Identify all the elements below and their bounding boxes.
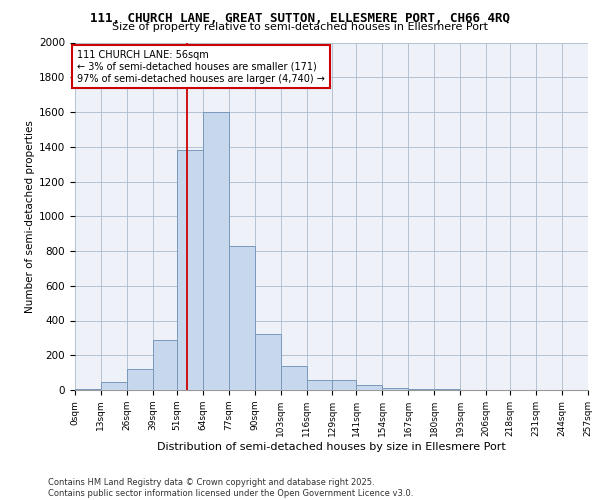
X-axis label: Distribution of semi-detached houses by size in Ellesmere Port: Distribution of semi-detached houses by … bbox=[157, 442, 506, 452]
Bar bbox=[177, 150, 203, 390]
Bar bbox=[101, 382, 127, 390]
Bar bbox=[281, 366, 307, 390]
Text: Contains HM Land Registry data © Crown copyright and database right 2025.
Contai: Contains HM Land Registry data © Crown c… bbox=[48, 478, 413, 498]
Bar bbox=[127, 369, 153, 390]
Bar bbox=[409, 389, 434, 390]
Bar bbox=[332, 380, 356, 390]
Bar bbox=[153, 340, 177, 390]
Bar bbox=[307, 380, 332, 390]
Bar bbox=[356, 385, 382, 390]
Text: 111, CHURCH LANE, GREAT SUTTON, ELLESMERE PORT, CH66 4RQ: 111, CHURCH LANE, GREAT SUTTON, ELLESMER… bbox=[90, 12, 510, 26]
Bar bbox=[382, 388, 409, 390]
Bar bbox=[434, 389, 460, 390]
Bar bbox=[75, 389, 101, 390]
Bar bbox=[203, 112, 229, 390]
Bar bbox=[254, 334, 281, 390]
Text: Size of property relative to semi-detached houses in Ellesmere Port: Size of property relative to semi-detach… bbox=[112, 22, 488, 32]
Y-axis label: Number of semi-detached properties: Number of semi-detached properties bbox=[25, 120, 35, 312]
Text: 111 CHURCH LANE: 56sqm
← 3% of semi-detached houses are smaller (171)
97% of sem: 111 CHURCH LANE: 56sqm ← 3% of semi-deta… bbox=[77, 50, 325, 84]
Bar bbox=[229, 246, 254, 390]
